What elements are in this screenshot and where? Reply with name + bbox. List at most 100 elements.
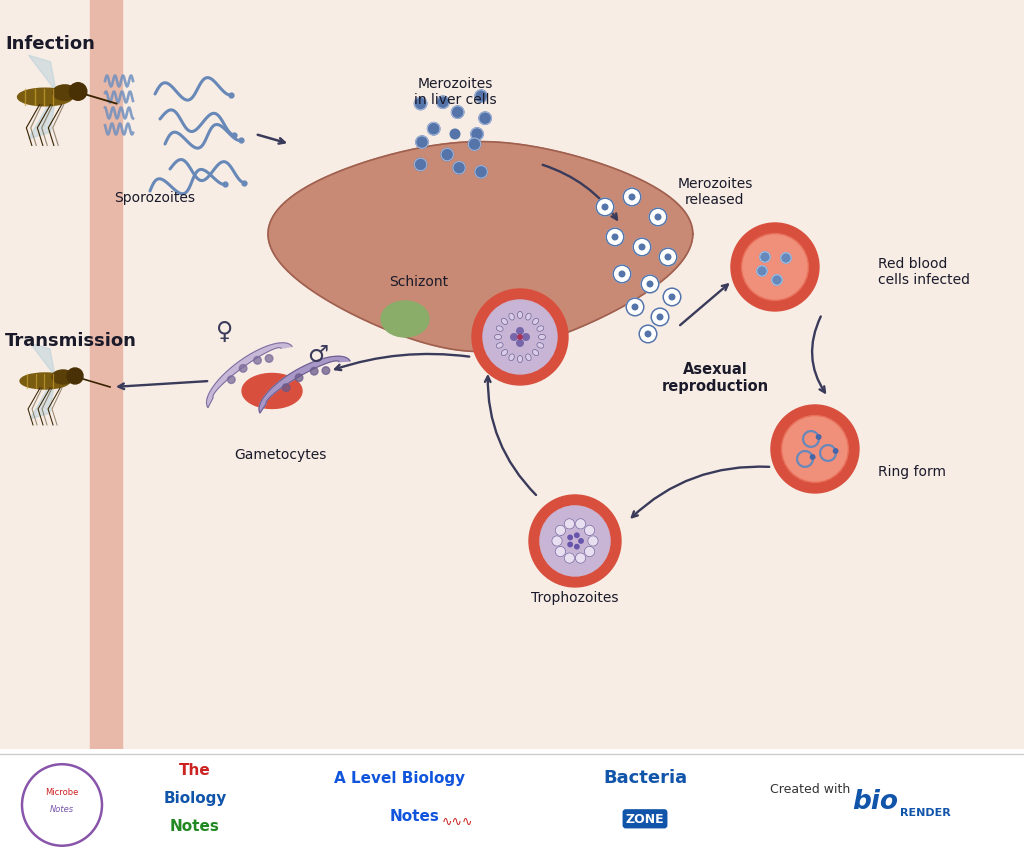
Polygon shape <box>242 374 302 409</box>
Ellipse shape <box>502 319 508 325</box>
Circle shape <box>555 525 565 536</box>
Bar <box>90 0 122 749</box>
Circle shape <box>555 547 565 557</box>
Polygon shape <box>207 344 292 408</box>
Polygon shape <box>30 376 55 419</box>
Polygon shape <box>30 344 55 376</box>
Ellipse shape <box>539 335 546 340</box>
Circle shape <box>483 300 557 375</box>
Text: A Level Biology: A Level Biology <box>335 770 466 784</box>
Text: Merozoites
in liver cells: Merozoites in liver cells <box>414 77 497 107</box>
Circle shape <box>629 195 635 201</box>
Ellipse shape <box>509 313 514 321</box>
Ellipse shape <box>517 356 522 363</box>
Circle shape <box>227 376 236 384</box>
Circle shape <box>517 328 523 335</box>
Circle shape <box>471 128 483 141</box>
Circle shape <box>633 238 651 257</box>
Text: Bacteria: Bacteria <box>603 768 687 785</box>
Circle shape <box>511 334 517 341</box>
Circle shape <box>240 365 247 373</box>
Circle shape <box>265 356 272 362</box>
Circle shape <box>522 334 529 341</box>
Circle shape <box>453 163 465 175</box>
Ellipse shape <box>532 319 539 325</box>
Circle shape <box>585 547 595 557</box>
Circle shape <box>441 149 454 162</box>
Circle shape <box>575 519 586 530</box>
Text: Biology: Biology <box>163 790 226 805</box>
Circle shape <box>585 525 595 536</box>
Text: ∿∿∿: ∿∿∿ <box>442 815 473 828</box>
Circle shape <box>283 384 290 392</box>
Ellipse shape <box>495 335 502 340</box>
Circle shape <box>67 369 83 385</box>
Circle shape <box>415 98 427 110</box>
Circle shape <box>606 229 624 246</box>
Circle shape <box>564 519 574 530</box>
Circle shape <box>772 276 782 286</box>
Text: ♂: ♂ <box>307 343 329 367</box>
Circle shape <box>483 301 556 374</box>
Circle shape <box>639 245 645 251</box>
Circle shape <box>741 234 808 301</box>
Text: Notes: Notes <box>390 808 440 823</box>
Ellipse shape <box>537 344 544 349</box>
Circle shape <box>452 107 464 119</box>
Circle shape <box>771 406 859 493</box>
Circle shape <box>651 309 669 326</box>
Polygon shape <box>268 142 693 352</box>
Polygon shape <box>259 356 350 413</box>
Text: ZONE: ZONE <box>626 812 665 826</box>
Text: Microbe: Microbe <box>45 787 79 796</box>
Circle shape <box>666 255 671 261</box>
Text: ♀: ♀ <box>216 319 233 344</box>
Circle shape <box>518 336 522 340</box>
Ellipse shape <box>525 355 531 362</box>
Circle shape <box>310 368 318 375</box>
Circle shape <box>627 299 644 316</box>
Circle shape <box>783 418 847 481</box>
Ellipse shape <box>497 326 503 332</box>
Circle shape <box>517 340 523 347</box>
Ellipse shape <box>502 350 508 356</box>
Circle shape <box>568 542 572 547</box>
Circle shape <box>602 205 608 211</box>
Text: The: The <box>179 763 211 777</box>
Ellipse shape <box>20 374 70 389</box>
Text: Transmission: Transmission <box>5 331 137 350</box>
Circle shape <box>760 252 770 263</box>
Circle shape <box>781 416 849 483</box>
Polygon shape <box>29 92 56 139</box>
Text: Red blood
cells infected: Red blood cells infected <box>878 257 970 287</box>
Text: Schizont: Schizont <box>389 275 449 288</box>
Text: Notes: Notes <box>50 803 74 813</box>
Circle shape <box>529 495 621 587</box>
Text: Notes: Notes <box>170 819 220 833</box>
Circle shape <box>834 449 838 454</box>
Circle shape <box>810 455 815 460</box>
Circle shape <box>596 199 613 216</box>
Circle shape <box>639 325 656 344</box>
Circle shape <box>659 249 677 266</box>
Circle shape <box>416 137 428 149</box>
Circle shape <box>649 209 667 226</box>
Circle shape <box>564 554 574 564</box>
Circle shape <box>731 224 819 312</box>
Circle shape <box>657 315 663 320</box>
Circle shape <box>612 235 617 240</box>
Circle shape <box>670 294 675 300</box>
Text: Asexual
reproduction: Asexual reproduction <box>662 362 769 393</box>
Ellipse shape <box>17 89 73 107</box>
Ellipse shape <box>509 355 514 362</box>
Circle shape <box>645 331 651 338</box>
Polygon shape <box>29 56 56 92</box>
Circle shape <box>70 84 87 102</box>
Circle shape <box>588 536 598 547</box>
Text: Gametocytes: Gametocytes <box>233 448 327 461</box>
Circle shape <box>647 282 652 288</box>
Circle shape <box>475 166 487 179</box>
Ellipse shape <box>532 350 539 356</box>
Circle shape <box>816 436 821 440</box>
Text: Trophozoites: Trophozoites <box>531 591 618 604</box>
